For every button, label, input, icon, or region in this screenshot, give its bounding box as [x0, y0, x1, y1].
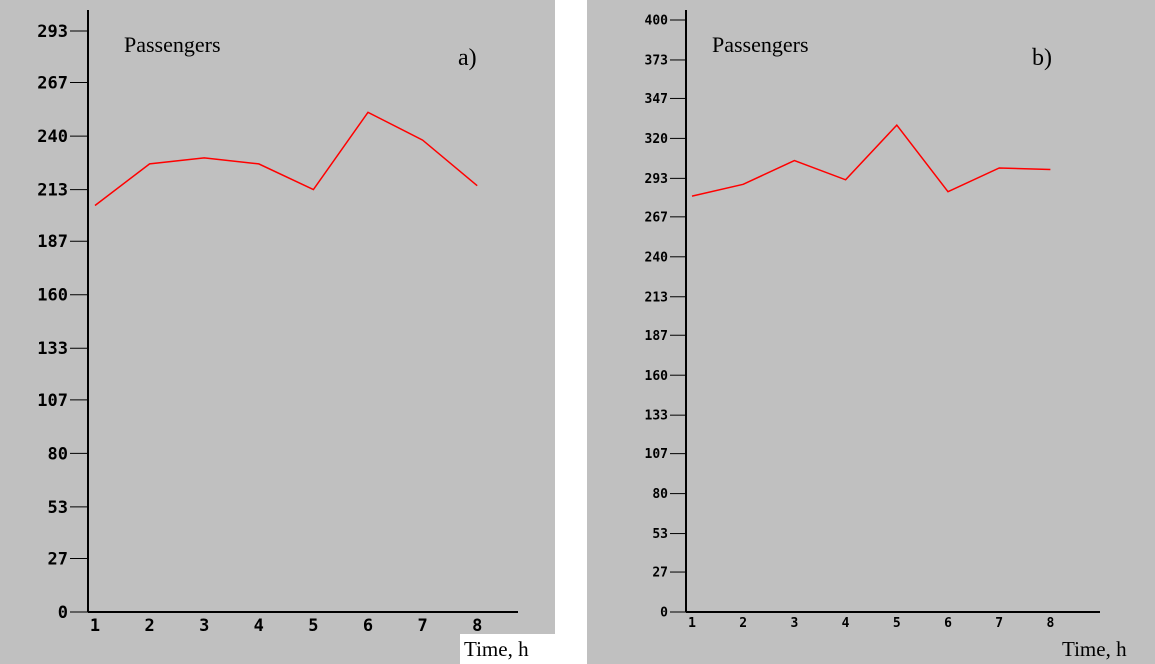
- panel-a-series-line: [94, 111, 478, 207]
- y-tick-label: 373: [645, 54, 668, 69]
- panel-a-label: a): [458, 45, 477, 71]
- panel-b-x-ticks: 1 2 3 4 5 6 7 8: [688, 616, 1054, 631]
- panel-b-xlabel-box: [1060, 634, 1155, 664]
- y-tick-label: 213: [37, 181, 68, 201]
- y-tick-label: 347: [645, 92, 668, 107]
- x-tick-label: 3: [199, 616, 209, 636]
- panel-a-xlabel: Time, h: [464, 637, 529, 661]
- panel-b-xlabel: Time, h: [1062, 637, 1127, 661]
- y-tick-label: 187: [37, 232, 68, 252]
- x-tick-label: 2: [739, 616, 747, 631]
- y-tick-label: 187: [645, 329, 668, 344]
- y-tick-label: 293: [645, 172, 668, 187]
- x-tick-label: 1: [688, 616, 696, 631]
- x-tick-label: 7: [995, 616, 1003, 631]
- x-tick-label: 4: [254, 616, 264, 636]
- y-tick-label: 240: [37, 127, 68, 147]
- x-tick-label: 4: [842, 616, 850, 631]
- y-tick-label: 27: [652, 566, 668, 581]
- y-tick-label: 320: [645, 132, 669, 147]
- y-tick-label: 0: [660, 606, 668, 621]
- y-tick-label: 53: [652, 527, 668, 542]
- x-tick-label: 7: [417, 616, 427, 636]
- panel-b-y-ticks: 0 27 53 80 107 133 160 187 213 240 267 293 320 347 373…: [645, 14, 686, 621]
- panel-b-label: b): [1032, 45, 1052, 71]
- y-tick-label: 53: [48, 498, 68, 518]
- panel-a-background: [0, 0, 555, 664]
- y-tick-label: 267: [645, 210, 668, 225]
- x-tick-label: 8: [1046, 616, 1054, 631]
- x-tick-label: 1: [90, 616, 100, 636]
- y-tick-label: 27: [48, 549, 68, 569]
- x-tick-label: 5: [893, 616, 901, 631]
- x-tick-label: 3: [790, 616, 798, 631]
- panel-a-ylabel: Passengers: [124, 32, 221, 57]
- panel-a-xlabel-box: [460, 634, 555, 664]
- x-tick-label: 5: [308, 616, 318, 636]
- x-tick-label: 8: [472, 616, 482, 636]
- x-tick-label: 2: [144, 616, 154, 636]
- panel-a: 0 27 53 80 107 160 133 187 213 240 267 293 1 2 3 4 5 6 7 8…: [0, 0, 555, 664]
- y-tick-label: 267: [37, 74, 68, 94]
- y-tick-label: 80: [48, 444, 68, 464]
- x-tick-label: 6: [363, 616, 373, 636]
- y-tick-label: 107: [37, 391, 68, 411]
- y-tick-label: 400: [645, 14, 669, 29]
- y-tick-label: 80: [652, 487, 668, 502]
- panel-gap: [555, 0, 587, 664]
- y-tick-label: 0: [58, 603, 68, 623]
- y-tick-label: 293: [37, 22, 68, 42]
- panel-b-ylabel: Passengers: [712, 32, 809, 57]
- panel-b-background: [587, 0, 1155, 664]
- x-tick-label: 6: [944, 616, 952, 631]
- y-tick-label: 240: [645, 250, 669, 265]
- y-tick-label: 213: [645, 290, 668, 305]
- y-tick-label: 160: [645, 369, 669, 384]
- panel-b: 0275380107133160187213240267293320347373…: [587, 0, 1155, 664]
- y-tick-label: 107: [645, 447, 668, 462]
- y-tick-label: 160: [37, 286, 68, 306]
- y-tick-label: 133: [645, 409, 668, 424]
- panel-a-y-ticks: 0 27 53 80 107 160 133 187 213 240 267 293: [37, 22, 88, 623]
- panel-a-x-ticks: 1 2 3 4 5 6 7 8: [90, 616, 482, 636]
- panel-b-series-line: [691, 123, 1051, 197]
- y-tick-label: 133: [37, 339, 68, 359]
